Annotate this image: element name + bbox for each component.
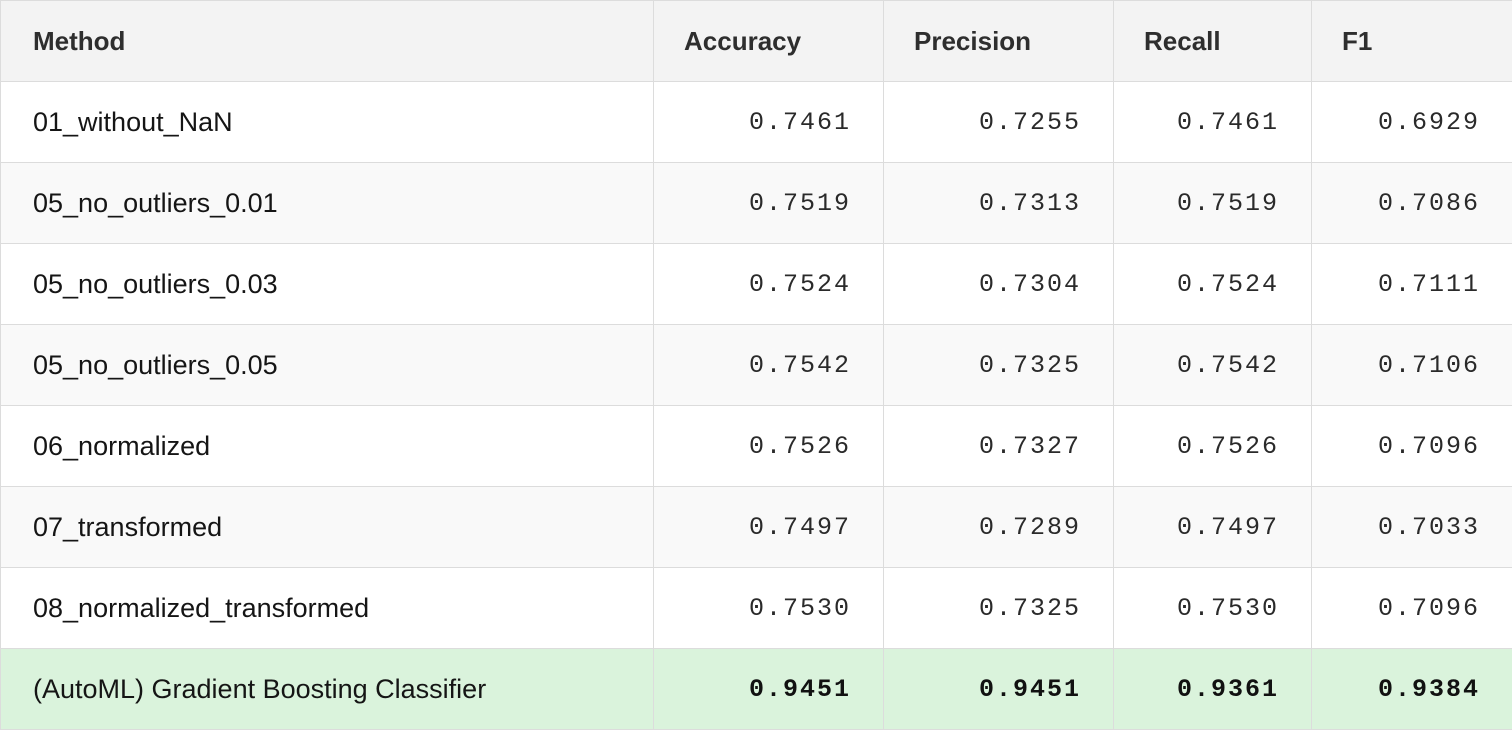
f1-cell: 0.7096 [1311,405,1512,487]
precision-cell: 0.7327 [883,405,1114,487]
method-cell: 06_normalized [0,405,654,487]
accuracy-cell: 0.7497 [653,486,884,568]
recall-cell: 0.7497 [1113,486,1312,568]
recall-cell: 0.7526 [1113,405,1312,487]
recall-cell: 0.7530 [1113,567,1312,649]
f1-cell: 0.7111 [1311,243,1512,325]
method-cell: (AutoML) Gradient Boosting Classifier [0,648,654,730]
f1-cell: 0.7086 [1311,162,1512,244]
accuracy-cell: 0.7461 [653,81,884,163]
method-cell: 01_without_NaN [0,81,654,163]
column-header-accuracy[interactable]: Accuracy [653,0,884,82]
column-header-recall[interactable]: Recall [1113,0,1312,82]
recall-cell: 0.7524 [1113,243,1312,325]
table-row: 07_transformed 0.7497 0.7289 0.7497 0.70… [0,486,1512,568]
precision-cell: 0.7325 [883,567,1114,649]
accuracy-cell: 0.9451 [653,648,884,730]
f1-cell: 0.6929 [1311,81,1512,163]
recall-cell: 0.7519 [1113,162,1312,244]
precision-cell: 0.7325 [883,324,1114,406]
column-header-f1[interactable]: F1 [1311,0,1512,82]
method-cell: 05_no_outliers_0.03 [0,243,654,325]
table-row: 08_normalized_transformed 0.7530 0.7325 … [0,567,1512,649]
accuracy-cell: 0.7519 [653,162,884,244]
table-row: 05_no_outliers_0.05 0.7542 0.7325 0.7542… [0,324,1512,406]
table-row: 01_without_NaN 0.7461 0.7255 0.7461 0.69… [0,81,1512,163]
accuracy-cell: 0.7524 [653,243,884,325]
f1-cell: 0.9384 [1311,648,1512,730]
precision-cell: 0.7255 [883,81,1114,163]
table-row: 05_no_outliers_0.03 0.7524 0.7304 0.7524… [0,243,1512,325]
column-header-precision[interactable]: Precision [883,0,1114,82]
precision-cell: 0.7304 [883,243,1114,325]
f1-cell: 0.7106 [1311,324,1512,406]
header-row: Method Accuracy Precision Recall F1 [0,0,1512,82]
recall-cell: 0.7542 [1113,324,1312,406]
table-row: 05_no_outliers_0.01 0.7519 0.7313 0.7519… [0,162,1512,244]
table-body: 01_without_NaN 0.7461 0.7255 0.7461 0.69… [0,81,1512,730]
method-cell: 08_normalized_transformed [0,567,654,649]
method-cell: 05_no_outliers_0.05 [0,324,654,406]
recall-cell: 0.9361 [1113,648,1312,730]
precision-cell: 0.7289 [883,486,1114,568]
table-row-highlighted: (AutoML) Gradient Boosting Classifier 0.… [0,648,1512,730]
recall-cell: 0.7461 [1113,81,1312,163]
column-header-method[interactable]: Method [0,0,654,82]
precision-cell: 0.9451 [883,648,1114,730]
f1-cell: 0.7096 [1311,567,1512,649]
f1-cell: 0.7033 [1311,486,1512,568]
method-cell: 05_no_outliers_0.01 [0,162,654,244]
precision-cell: 0.7313 [883,162,1114,244]
accuracy-cell: 0.7530 [653,567,884,649]
table-header: Method Accuracy Precision Recall F1 [0,0,1512,82]
table-row: 06_normalized 0.7526 0.7327 0.7526 0.709… [0,405,1512,487]
method-cell: 07_transformed [0,486,654,568]
accuracy-cell: 0.7526 [653,405,884,487]
accuracy-cell: 0.7542 [653,324,884,406]
